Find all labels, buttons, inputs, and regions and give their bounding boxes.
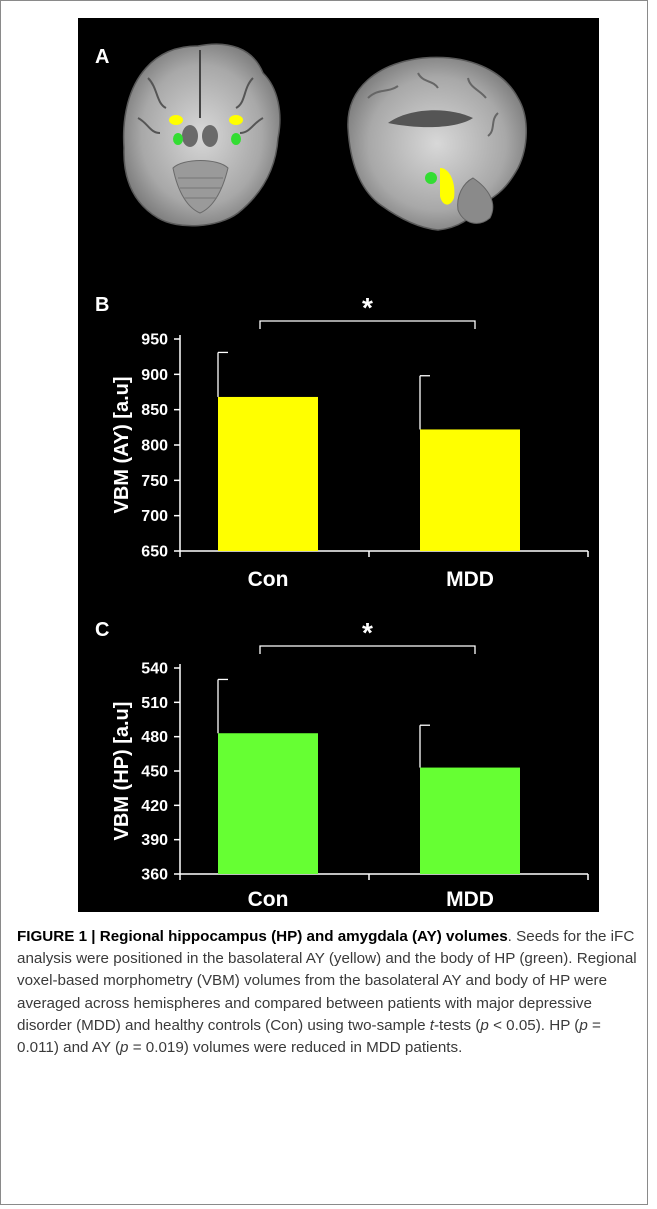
figure-label: FIGURE 1 <box>17 928 88 945</box>
panel-label-b: B <box>95 294 110 316</box>
caption-body-1: Seeds for the iFC analysis were position… <box>17 928 637 1034</box>
sagittal-slice-image <box>347 56 527 231</box>
y-tick-label: 750 <box>141 473 168 490</box>
y-tick-label: 700 <box>141 508 168 525</box>
caption-p3: p <box>120 1039 129 1057</box>
y-tick-label: 390 <box>141 832 168 849</box>
y-tick-label: 900 <box>141 367 168 384</box>
category-label-mdd: MDD <box>446 888 494 911</box>
significance-bracket <box>259 320 476 329</box>
hippocampus-seed-sagittal <box>425 172 437 184</box>
axial-slice-image <box>122 43 281 227</box>
panel-label-c: C <box>95 619 110 641</box>
figure-panel: A <box>78 18 599 912</box>
bar-mdd <box>420 767 520 874</box>
amygdala-seed-sagittal <box>440 168 455 205</box>
caption-title: Regional hippocampus (HP) and amygdala (… <box>99 928 508 945</box>
y-tick-label: 850 <box>141 402 168 419</box>
caption-body-5: = 0.019) volumes were reduced in MDD pat… <box>128 1039 463 1057</box>
figure-caption: FIGURE 1 | Regional hippocampus (HP) and… <box>17 926 637 1059</box>
chart-panel-b: 650 700 750 800 850 900 950 Con MDD * VBM (AY) [a.… <box>111 292 589 591</box>
bar-con <box>218 396 318 551</box>
hippocampus-seed-left <box>173 133 183 145</box>
caption-title-block: FIGURE 1 | Regional hippocampus (HP) and… <box>17 928 508 945</box>
brain-mri-images <box>122 43 527 231</box>
y-tick-label: 360 <box>141 867 168 884</box>
y-axis-label: VBM (AY) [a.u] <box>111 376 133 513</box>
caption-title-end: . <box>507 928 512 945</box>
y-tick-label: 510 <box>141 695 168 712</box>
significance-star: * <box>362 617 373 648</box>
bar-mdd <box>420 429 520 551</box>
category-label-con: Con <box>248 888 289 911</box>
caption-p1: p <box>480 1016 489 1034</box>
bar-con <box>218 733 318 874</box>
caption-body-4: = 0.011) and AY ( <box>17 1016 601 1057</box>
chart-panel-c: 360 390 420 450 480 510 540 Con MDD * VBM (HP) [a.… <box>111 617 589 911</box>
y-tick-label: 540 <box>141 661 168 678</box>
category-label-mdd: MDD <box>446 568 494 591</box>
caption-t-italic: t <box>429 1016 434 1034</box>
y-tick-label: 650 <box>141 544 168 561</box>
caption-p2: p <box>579 1016 588 1034</box>
caption-body-3: < 0.05). HP ( <box>488 1016 580 1034</box>
caption-separator: | <box>91 928 96 945</box>
hippocampus-seed-right <box>231 133 241 145</box>
y-tick-label: 420 <box>141 798 168 815</box>
amygdala-seed-right <box>229 115 243 125</box>
panel-label-a: A <box>95 46 110 68</box>
y-tick-label: 450 <box>141 764 168 781</box>
amygdala-seed-left <box>169 115 183 125</box>
significance-bracket <box>259 645 476 654</box>
y-tick-label: 800 <box>141 438 168 455</box>
y-axis-label: VBM (HP) [a.u] <box>111 702 133 841</box>
caption-body-2: -tests ( <box>434 1016 481 1034</box>
y-tick-label: 480 <box>141 729 168 746</box>
category-label-con: Con <box>248 568 289 591</box>
y-tick-label: 950 <box>141 332 168 349</box>
significance-star: * <box>362 292 373 323</box>
